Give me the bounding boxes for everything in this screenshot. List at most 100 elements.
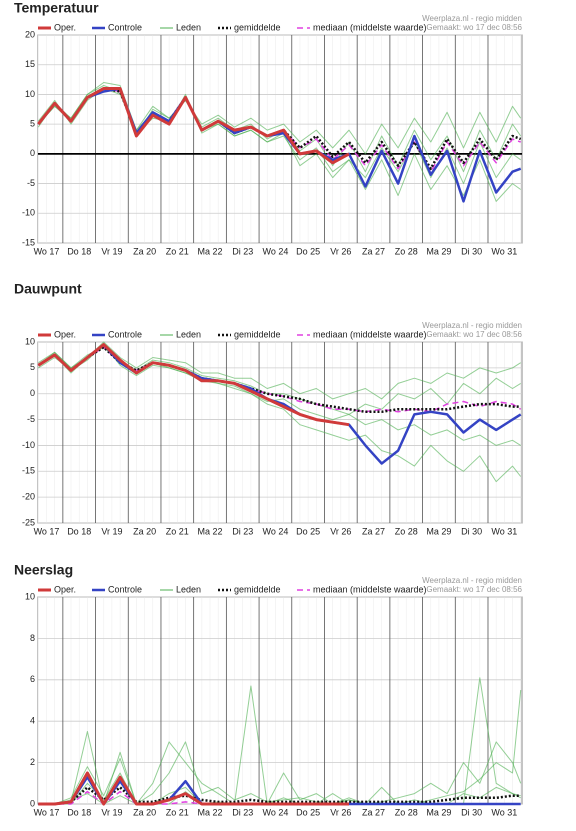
y-tick-label: 8 — [30, 633, 35, 643]
chart-title: Neerslag — [14, 562, 73, 578]
x-tick-label: Vr 26 — [330, 807, 351, 817]
y-tick-label: 5 — [30, 362, 35, 372]
y-tick-label: 2 — [30, 757, 35, 767]
y-tick-label: 10 — [25, 336, 35, 346]
x-tick-label: Vr 26 — [330, 246, 351, 256]
x-tick-label: Di 23 — [232, 526, 253, 536]
source-text: Weerplaza.nl - regio midden — [422, 14, 522, 23]
legend-label: gemiddelde — [234, 584, 281, 594]
y-tick-label: 5 — [30, 119, 35, 129]
x-tick-label: Zo 28 — [395, 246, 418, 256]
x-tick-label: Za 27 — [362, 246, 385, 256]
x-tick-label: Za 20 — [133, 526, 156, 536]
chart: Temperatuur Weerplaza.nl - regio middenGe… — [14, 0, 523, 256]
x-tick-label: Wo 31 — [491, 807, 517, 817]
source-text: Gemaakt: wo 17 dec 08:56 — [426, 585, 522, 594]
y-tick-label: -5 — [27, 414, 35, 424]
series-line — [37, 343, 522, 465]
chart: Dauwpunt Weerplaza.nl - regio middenGemaa… — [14, 281, 523, 537]
x-tick-label: Do 18 — [67, 807, 91, 817]
x-tick-label: Vr 19 — [101, 526, 122, 536]
member-line — [38, 344, 522, 483]
plot-area — [37, 596, 523, 805]
y-tick-label: -25 — [22, 517, 35, 527]
x-tick-label: Wo 17 — [34, 246, 60, 256]
legend-label: mediaan (middelste waarde) — [313, 22, 427, 32]
x-tick-label: Di 30 — [461, 807, 482, 817]
x-tick-label: Do 18 — [67, 246, 91, 256]
legend-label: Leden — [176, 329, 201, 339]
x-tick-label: Za 27 — [362, 807, 385, 817]
x-tick-label: Zo 21 — [166, 526, 189, 536]
legend-label: Controle — [108, 22, 142, 32]
x-tick-label: Wo 17 — [34, 526, 60, 536]
plot-area — [37, 341, 523, 524]
x-tick-label: Vr 26 — [330, 526, 351, 536]
x-tick-label: Wo 24 — [262, 246, 288, 256]
member-line — [37, 82, 522, 155]
y-tick-label: -20 — [22, 492, 35, 502]
series-line — [37, 343, 350, 427]
x-tick-label: Do 25 — [296, 526, 320, 536]
x-tick-label: Di 23 — [232, 807, 253, 817]
member-line — [38, 741, 522, 805]
chart: Neerslag Weerplaza.nl - regio middenGemaa… — [14, 562, 523, 818]
x-tick-label: Ma 29 — [426, 246, 451, 256]
member-line — [38, 341, 521, 400]
x-tick-label: Do 25 — [296, 246, 320, 256]
x-tick-label: Zo 21 — [166, 807, 189, 817]
x-tick-label: Wo 24 — [262, 526, 288, 536]
legend-label: Controle — [108, 329, 142, 339]
x-tick-label: Zo 28 — [395, 807, 418, 817]
source-text: Gemaakt: wo 17 dec 08:56 — [426, 330, 522, 339]
plot-area — [37, 34, 523, 244]
y-tick-label: 15 — [25, 59, 35, 69]
y-tick-label: 20 — [25, 29, 35, 39]
x-tick-label: Vr 19 — [101, 807, 122, 817]
y-tick-label: 10 — [25, 591, 35, 601]
legend-label: mediaan (middelste waarde) — [313, 329, 427, 339]
y-tick-label: -5 — [27, 178, 35, 188]
member-line — [38, 690, 522, 805]
x-tick-label: Za 20 — [133, 246, 156, 256]
x-tick-label: Ma 22 — [198, 246, 223, 256]
x-tick-label: Zo 28 — [395, 526, 418, 536]
x-tick-label: Wo 31 — [491, 526, 517, 536]
y-tick-label: -10 — [22, 440, 35, 450]
x-tick-label: Ma 22 — [198, 526, 223, 536]
x-tick-label: Di 23 — [232, 246, 253, 256]
legend-label: gemiddelde — [234, 329, 281, 339]
series-line — [37, 87, 350, 165]
y-tick-label: -15 — [22, 466, 35, 476]
x-tick-label: Wo 17 — [34, 807, 60, 817]
x-tick-label: Za 20 — [133, 807, 156, 817]
x-tick-label: Di 30 — [461, 526, 482, 536]
x-tick-label: Vr 19 — [101, 246, 122, 256]
chart-title: Temperatuur — [14, 0, 99, 16]
x-tick-label: Ma 29 — [426, 526, 451, 536]
series-line — [38, 771, 349, 806]
legend-label: Oper. — [54, 329, 76, 339]
x-tick-label: Ma 22 — [198, 807, 223, 817]
source-text: Gemaakt: wo 17 dec 08:56 — [426, 23, 522, 32]
legend-label: mediaan (middelste waarde) — [313, 584, 427, 594]
x-tick-label: Ma 29 — [426, 807, 451, 817]
x-tick-label: Za 27 — [362, 526, 385, 536]
y-tick-label: 10 — [25, 89, 35, 99]
legend-label: Leden — [176, 584, 201, 594]
x-tick-label: Di 30 — [461, 246, 482, 256]
source-text: Weerplaza.nl - regio midden — [422, 321, 522, 330]
x-tick-label: Wo 31 — [491, 246, 517, 256]
y-tick-label: 0 — [30, 148, 35, 158]
x-tick-label: Wo 24 — [262, 807, 288, 817]
legend-label: Oper. — [54, 584, 76, 594]
x-tick-label: Zo 21 — [166, 246, 189, 256]
y-tick-label: 0 — [30, 798, 35, 808]
y-tick-label: -15 — [22, 237, 35, 247]
x-tick-label: Do 18 — [67, 526, 91, 536]
legend-label: gemiddelde — [234, 22, 281, 32]
legend-label: Oper. — [54, 22, 76, 32]
legend-label: Controle — [108, 584, 142, 594]
y-tick-label: 0 — [30, 388, 35, 398]
